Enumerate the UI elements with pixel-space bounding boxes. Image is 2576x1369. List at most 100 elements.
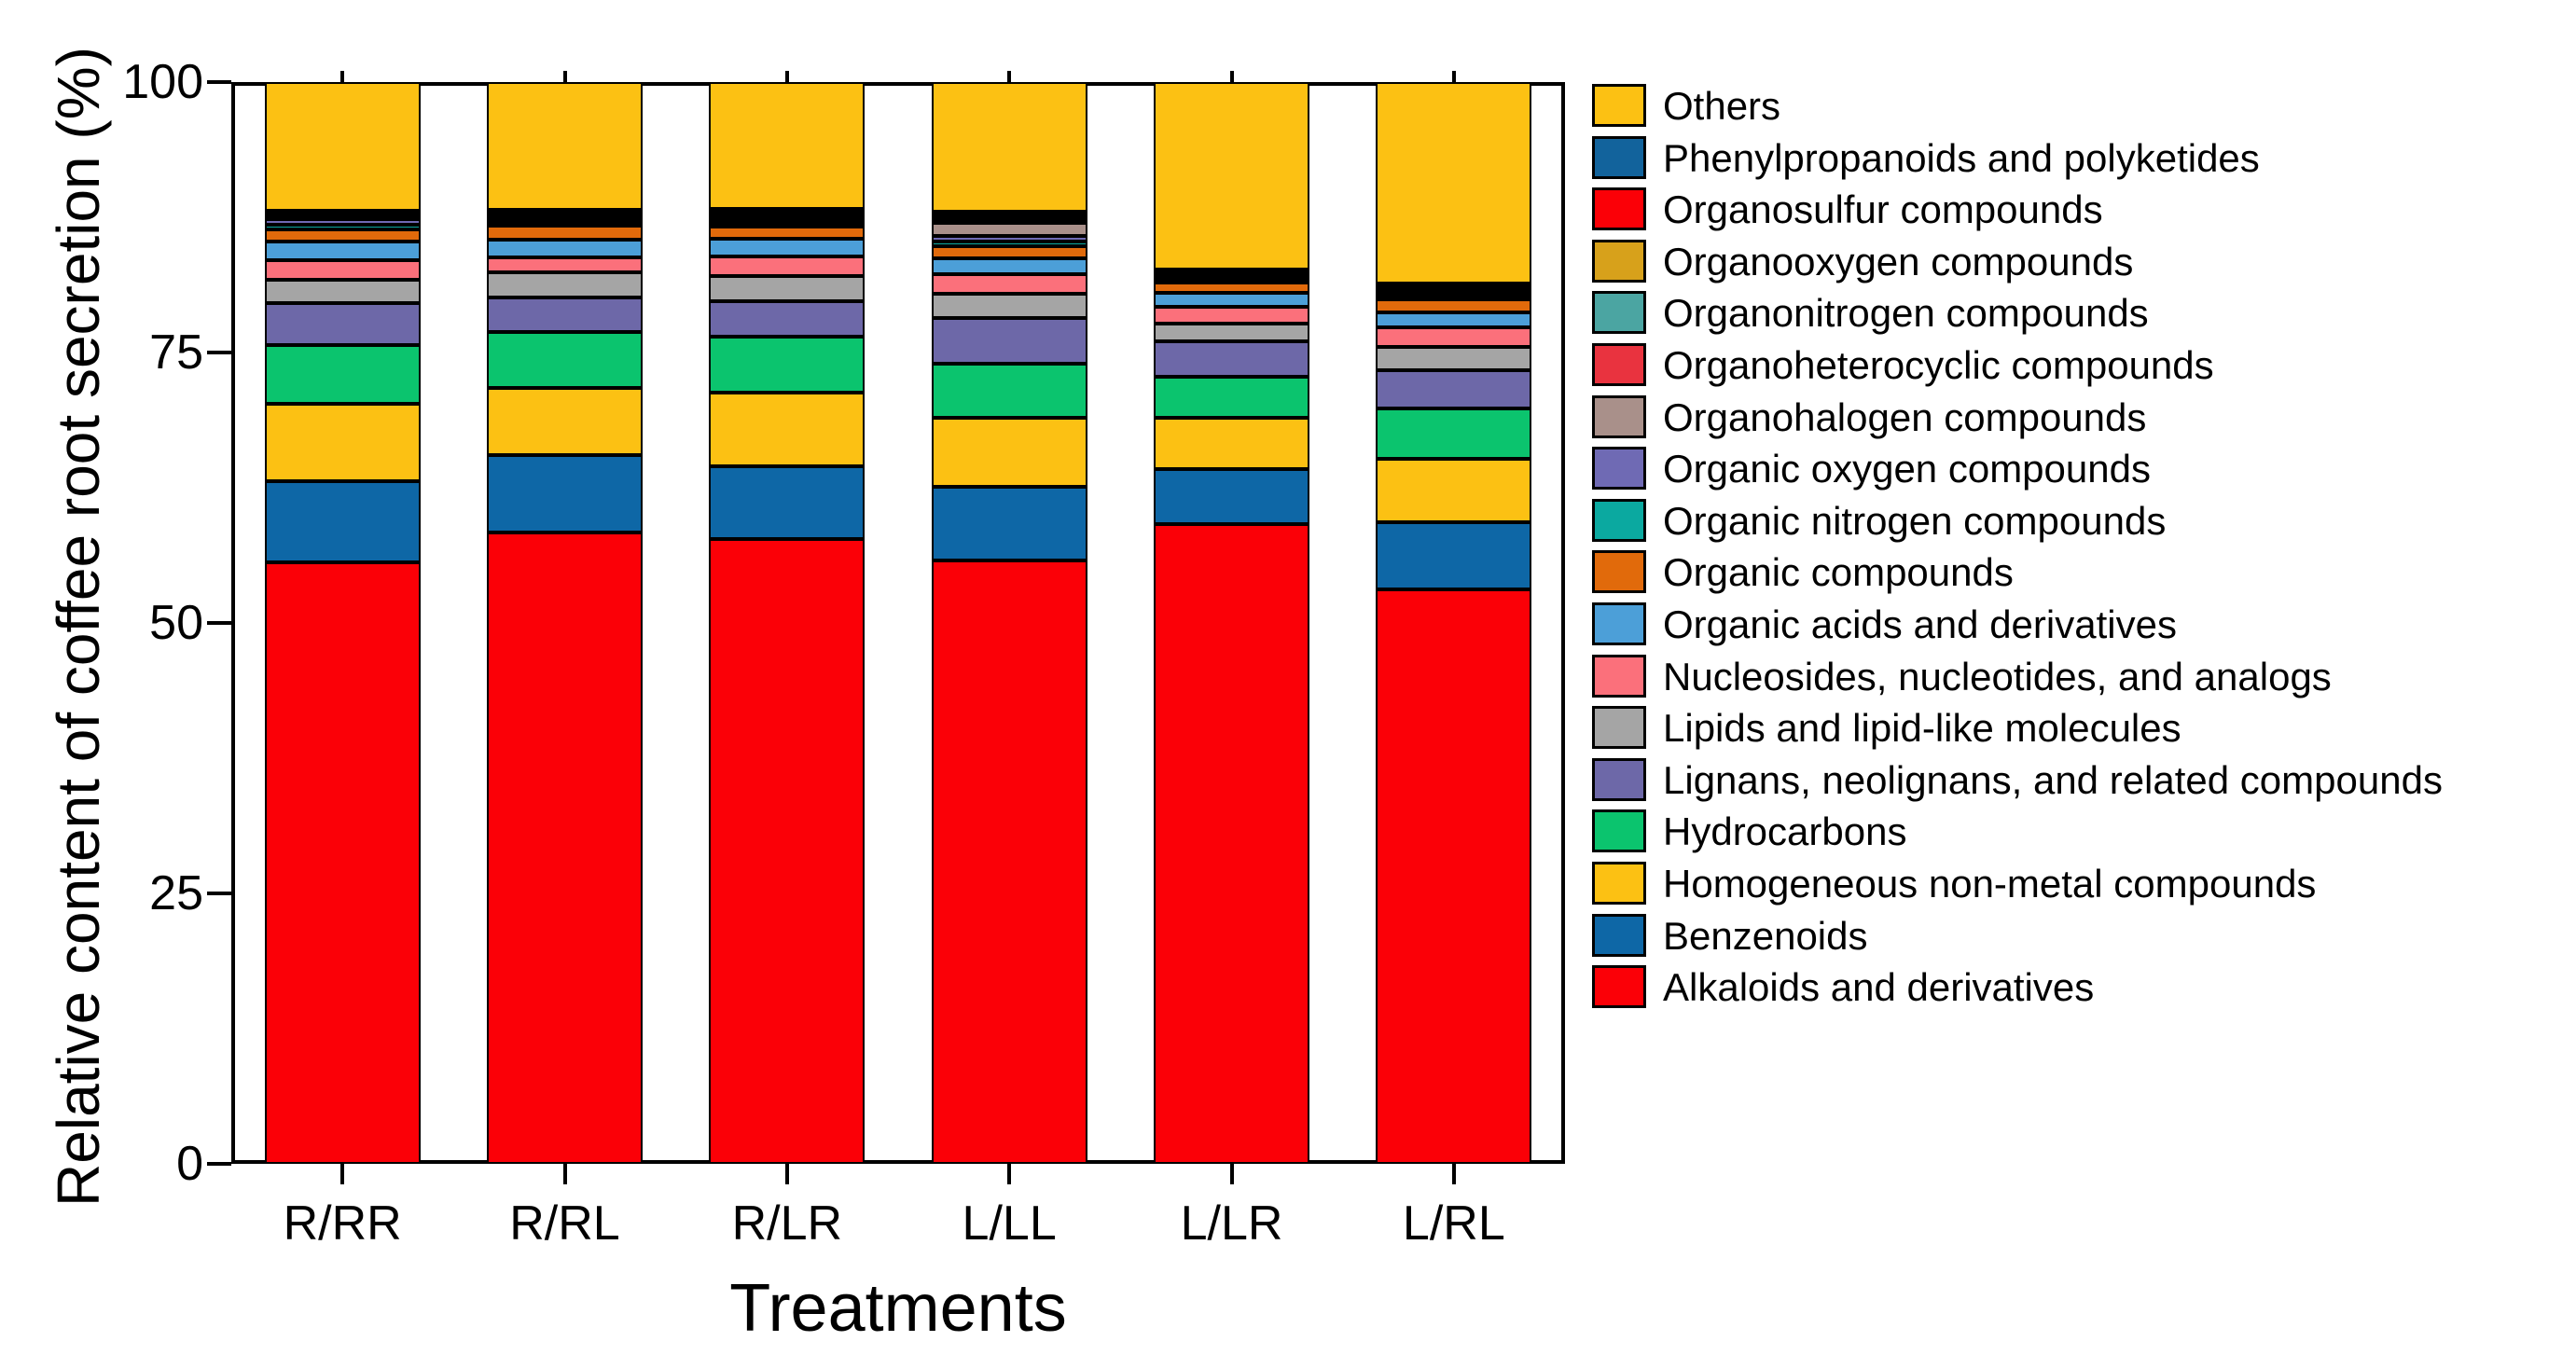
bar-segment: [487, 297, 643, 332]
x-axis-tick: [340, 1164, 345, 1184]
bar-segment: [709, 222, 866, 228]
bar-segment: [1376, 369, 1532, 409]
bar-segment: [931, 246, 1087, 259]
axis-frame: [231, 82, 1565, 1164]
bar-segment: [709, 227, 866, 240]
bar-segment: [709, 256, 866, 276]
x-tick-label: R/RL: [509, 1196, 620, 1251]
y-tick-label: 100: [122, 55, 203, 109]
x-axis-title: Treatments: [729, 1271, 1067, 1346]
bar-segment: [931, 241, 1087, 247]
legend-swatch: [1592, 862, 1646, 905]
bar-segment: [709, 465, 866, 539]
bar-segment: [1154, 269, 1309, 273]
legend-label: Hydrocarbons: [1663, 809, 1907, 854]
legend-swatch: [1592, 291, 1646, 335]
bar-segment: [1154, 282, 1309, 294]
legend-swatch: [1592, 447, 1646, 491]
bar-segment: [264, 260, 421, 281]
y-tick-label: 50: [149, 596, 203, 650]
legend-label: Organooxygen compounds: [1663, 239, 2134, 283]
bar-segment: [487, 209, 643, 214]
legend-label: Organoheterocyclic compounds: [1663, 343, 2214, 387]
legend-swatch: [1592, 965, 1646, 1009]
bar-segment: [487, 272, 643, 297]
legend-label: Organic oxygen compounds: [1663, 447, 2151, 491]
x-axis-top-tick: [1229, 71, 1234, 82]
bar-segment: [709, 82, 866, 209]
legend-swatch: [1592, 343, 1646, 386]
legend-label: Others: [1663, 84, 1781, 128]
bar-segment: [264, 481, 421, 563]
bar-segment: [709, 336, 866, 393]
bar-segment: [931, 363, 1087, 418]
bar-segment: [709, 301, 866, 337]
legend-label: Benzenoids: [1663, 913, 1868, 958]
legend-swatch: [1592, 757, 1646, 801]
bar-segment: [709, 392, 866, 466]
legend-label: Lignans, neolignans, and related compoun…: [1663, 757, 2443, 802]
bar-segment: [1376, 589, 1532, 1164]
bar-segment: [1376, 312, 1532, 328]
y-axis-tick: [207, 1162, 231, 1166]
x-tick-label: R/LR: [731, 1196, 843, 1251]
bar-segment: [487, 388, 643, 456]
legend-swatch: [1592, 187, 1646, 231]
bar-segment: [1376, 408, 1532, 459]
legend-swatch: [1592, 654, 1646, 698]
bar-segment: [931, 274, 1087, 295]
y-tick-label: 75: [149, 325, 203, 380]
legend-label: Organosulfur compounds: [1663, 187, 2103, 232]
bar-segment: [1154, 293, 1309, 308]
bar-segment: [264, 344, 421, 404]
bar-segment: [1154, 82, 1309, 270]
y-axis-tick: [207, 80, 231, 84]
legend-label: Lipids and lipid-like molecules: [1663, 706, 2181, 751]
bar-segment: [931, 222, 1087, 236]
x-axis-top-tick: [340, 71, 345, 82]
bar-segment: [931, 317, 1087, 364]
bar-segment: [931, 82, 1087, 213]
legend-label: Phenylpropanoids and polyketides: [1663, 135, 2260, 180]
bar-segment: [709, 239, 866, 256]
x-tick-label: L/LR: [1180, 1196, 1283, 1251]
legend-label: Nucleosides, nucleotides, and analogs: [1663, 654, 2332, 698]
bar-segment: [931, 486, 1087, 560]
bar-segment: [264, 224, 421, 229]
bar-segment: [487, 532, 643, 1164]
x-axis-tick: [1229, 1164, 1234, 1184]
bar-segment: [264, 241, 421, 261]
bar-segment: [264, 211, 421, 215]
y-axis-tick: [207, 351, 231, 354]
bar-segment: [931, 294, 1087, 318]
x-axis-tick: [784, 1164, 789, 1184]
x-axis-top-tick: [562, 71, 567, 82]
y-tick-label: 25: [149, 866, 203, 920]
legend-label: Alkaloids and derivatives: [1663, 965, 2095, 1010]
bar-segment: [487, 240, 643, 257]
bar-segment: [1376, 82, 1532, 283]
bar-segment: [264, 562, 421, 1164]
bar-segment: [709, 538, 866, 1164]
x-axis-top-tick: [1007, 71, 1012, 82]
x-axis-tick: [1451, 1164, 1456, 1184]
legend-swatch: [1592, 602, 1646, 645]
bar-segment: [931, 235, 1087, 242]
bar-segment: [487, 331, 643, 389]
legend-swatch: [1592, 394, 1646, 438]
x-tick-label: R/RR: [283, 1196, 402, 1251]
bar-segment: [1376, 347, 1532, 370]
x-axis-tick: [562, 1164, 567, 1184]
legend-swatch: [1592, 550, 1646, 594]
bar-segment: [1376, 296, 1532, 300]
bar-segment: [487, 226, 643, 241]
bar-segment: [1376, 458, 1532, 523]
y-tick-label: 0: [176, 1137, 203, 1191]
bar-segment: [264, 280, 421, 303]
y-axis-tick: [207, 892, 231, 895]
x-axis-top-tick: [1451, 71, 1456, 82]
bar-segment: [487, 455, 643, 532]
legend-label: Organic acids and derivatives: [1663, 602, 2177, 646]
bar-segment: [1376, 327, 1532, 348]
